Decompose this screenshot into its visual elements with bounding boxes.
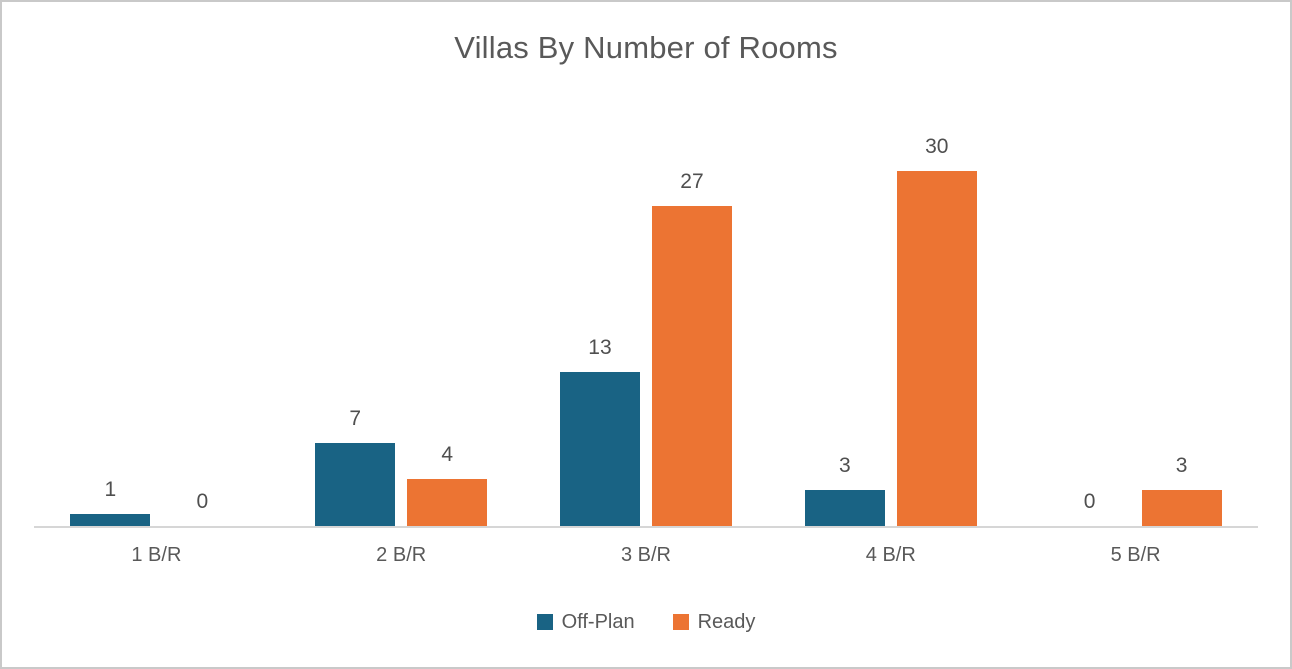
chart-title: Villas By Number of Rooms [454,30,838,65]
category-group: 13 27 [524,68,769,526]
bar-slot: 7 [315,406,396,526]
legend-item-off-plan: Off-Plan [536,610,635,634]
bar-slot: 4 [407,442,488,526]
bar-slot: 0 [1050,489,1130,526]
bar-slot: 0 [162,489,242,526]
bar-slot: 13 [559,335,640,526]
bar-ready [407,479,488,526]
bar-off-plan [804,490,885,526]
value-label: 3 [838,454,851,477]
category-label: 1 B/R [131,544,182,566]
category-label: 3 B/R [620,544,671,566]
value-label: 13 [588,336,612,359]
legend-swatch-icon [672,614,689,630]
legend-swatch-icon [536,614,553,630]
value-label: 7 [349,407,362,430]
bar-slot: 3 [1141,453,1222,526]
category-label: 4 B/R [865,544,916,566]
value-label: 4 [441,443,454,466]
value-label: 1 [104,478,117,501]
category-label: 5 B/R [1110,544,1161,566]
bar-ready [1141,490,1222,526]
bar-slot: 27 [651,169,732,526]
category-axis: 1 B/R 2 B/R 3 B/R 4 B/R 5 B/R [34,528,1258,568]
bar-off-plan [70,514,151,526]
value-label: 3 [1175,454,1188,477]
legend: Off-Plan Ready [2,610,1290,634]
bar-ready [651,206,732,526]
bar-slot: 1 [70,477,151,526]
value-label: 0 [196,490,209,513]
legend-label: Ready [697,611,756,633]
category-label: 2 B/R [376,544,427,566]
value-label: 27 [680,170,704,193]
category-group: 3 30 [768,68,1013,526]
legend-label: Off-Plan [561,611,635,633]
bar-ready [896,171,977,526]
bar-off-plan [559,372,640,526]
bar-slot: 3 [804,453,885,526]
bar-off-plan [315,443,396,526]
value-label: 30 [925,135,949,158]
legend-item-ready: Ready [672,610,756,634]
value-label: 0 [1083,490,1096,513]
plot-area: 1 0 7 4 13 27 3 30 0 3 [34,68,1258,528]
bar-slot: 30 [896,134,977,526]
